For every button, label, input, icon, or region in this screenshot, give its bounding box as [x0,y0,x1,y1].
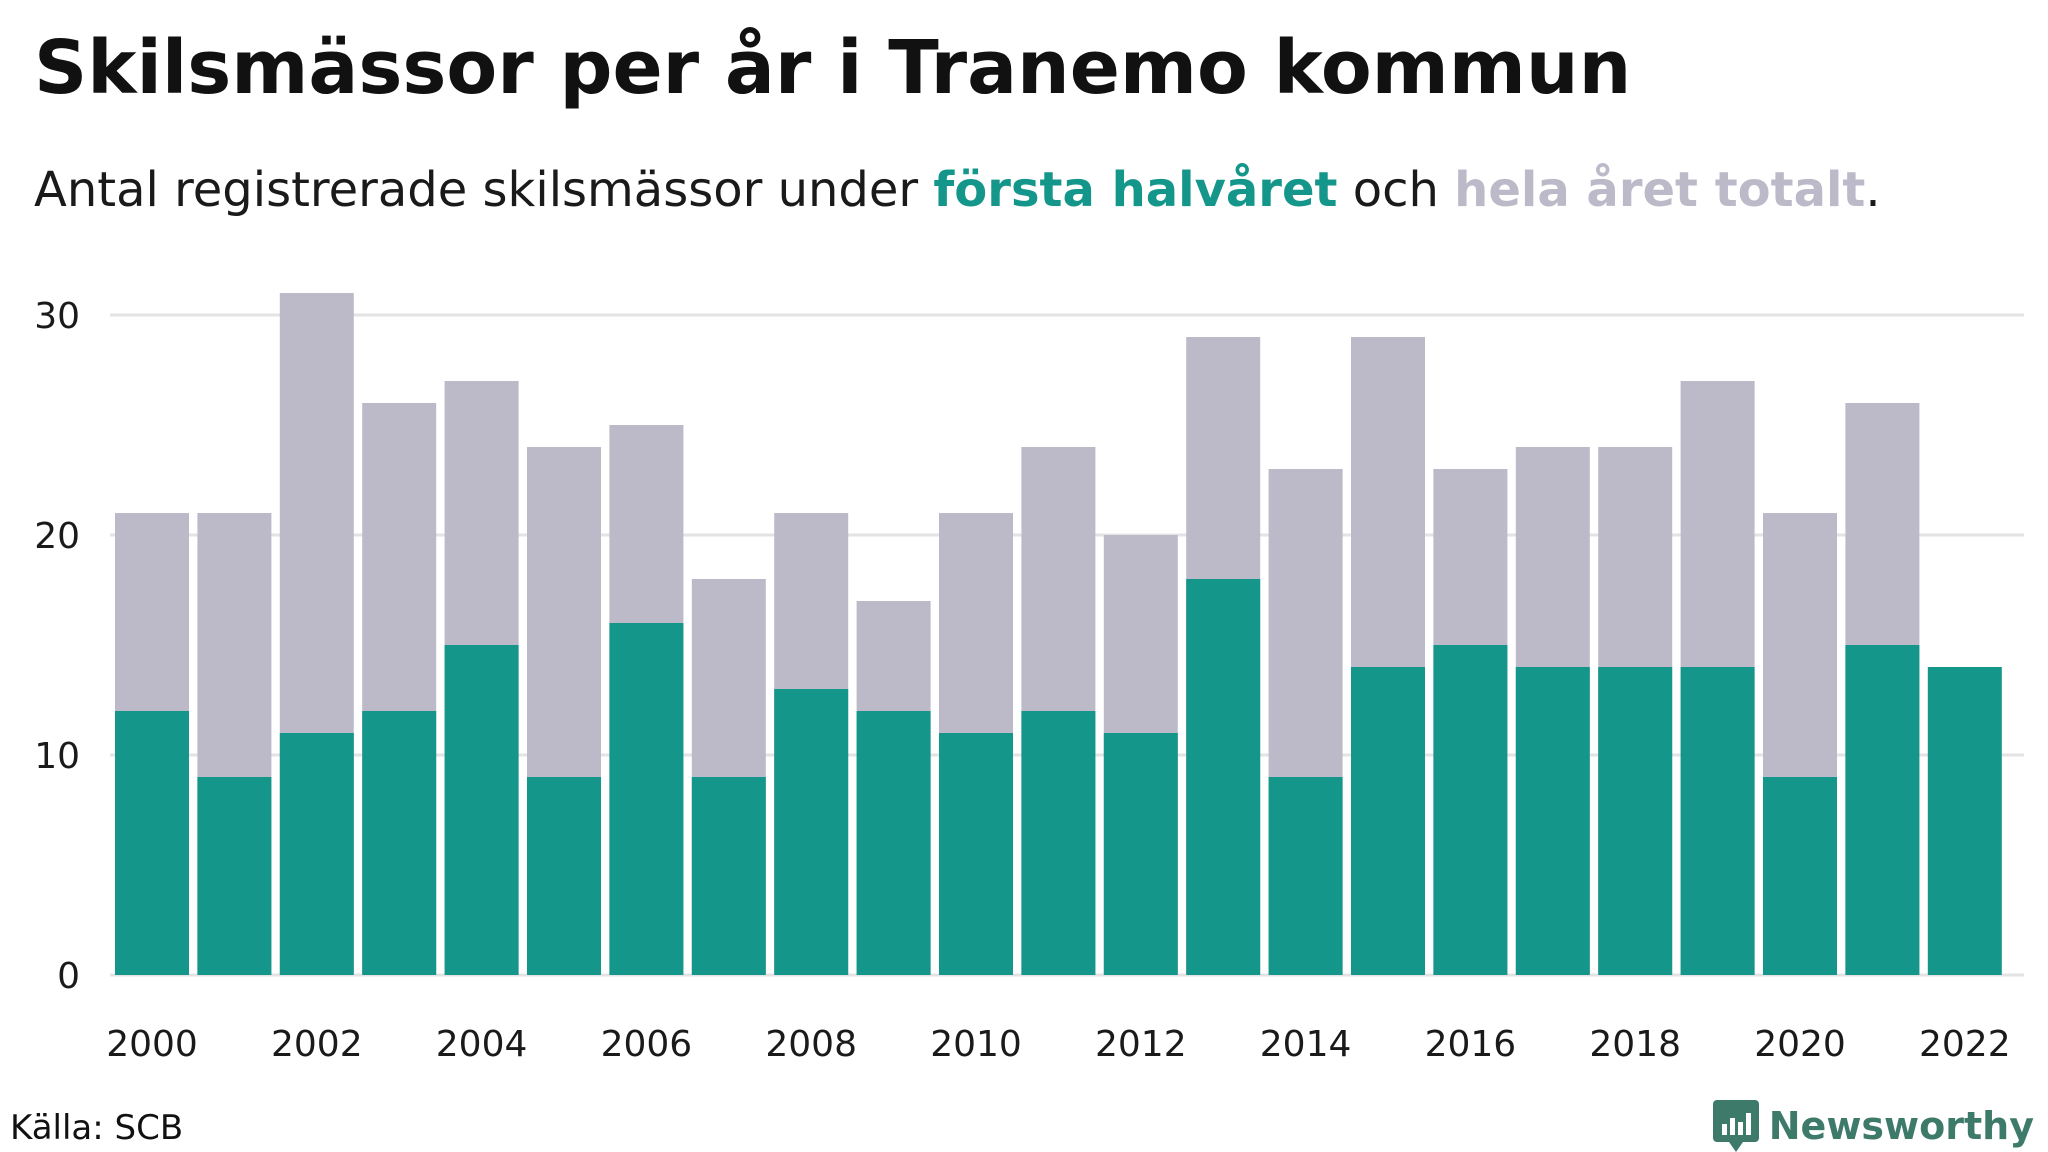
newsworthy-logo: Newsworthy [1712,1100,2034,1152]
bar-first-half-2001 [197,777,272,975]
logo-text: Newsworthy [1768,1104,2034,1148]
bar-first-half-2000 [115,711,189,975]
subtitle-prefix: Antal registrerade skilsmässor under [34,162,934,218]
x-tick-label-2018: 2018 [1589,1024,1681,1065]
x-tick-label-2002: 2002 [271,1024,363,1065]
bar-first-half-2020 [1763,777,1837,975]
bar-first-half-2018 [1598,667,1673,975]
bar-first-half-2008 [774,689,849,975]
bar-first-half-2007 [691,777,766,975]
x-tick-label-2004: 2004 [436,1024,528,1065]
bar-first-half-2019 [1680,667,1755,975]
y-axis-labels: 0 10 20 30 [34,296,80,997]
subtitle-middle: och [1337,162,1455,218]
bar-first-half-2003 [362,711,437,975]
x-tick-label-2022: 2022 [1919,1024,2011,1065]
x-tick-label-2016: 2016 [1425,1024,1517,1065]
y-tick-label-30: 30 [34,296,80,337]
y-tick-label-20: 20 [34,516,80,557]
bar-first-half-2013 [1186,579,1261,975]
bar-first-half-2021 [1845,645,1920,975]
y-tick-label-10: 10 [34,736,80,777]
bar-first-half-2012 [1103,733,1178,975]
x-tick-label-2014: 2014 [1260,1024,1352,1065]
bar-first-half-2017 [1515,667,1590,975]
bar-first-half-2014 [1268,777,1343,975]
bar-first-half-2015 [1351,667,1425,975]
chart-title: Skilsmässor per år i Tranemo kommun [34,25,1632,111]
bar-first-half-2010 [939,733,1013,975]
x-tick-label-2008: 2008 [765,1024,857,1065]
bar-first-half-2011 [1021,711,1096,975]
bar-first-half-2004 [444,645,519,975]
x-tick-label-2000: 2000 [106,1024,198,1065]
legend-total: hela året totalt [1454,162,1866,218]
x-tick-label-2012: 2012 [1095,1024,1187,1065]
x-tick-label-2006: 2006 [601,1024,693,1065]
bar-first-half-2016 [1433,645,1508,975]
bar-first-half-2006 [609,623,684,975]
x-tick-label-2010: 2010 [930,1024,1022,1065]
chart-subtitle: Antal registrerade skilsmässor under för… [34,150,1881,230]
bars-first-half [115,579,2002,975]
legend-first-half: första halvåret [933,162,1338,218]
bar-first-half-2005 [527,777,601,975]
x-tick-label-2020: 2020 [1754,1024,1846,1065]
subtitle-suffix: . [1865,162,1881,218]
bar-first-half-2022 [1927,667,2002,975]
bar-first-half-2009 [856,711,931,975]
bar-first-half-2002 [279,733,354,975]
bar-chart-icon [1712,1100,1759,1152]
source-note: Källa: SCB [10,1108,184,1148]
x-axis-labels: 2000 2002 2004 2006 2008 2010 2012 2014 2016 2018… [106,1024,2010,1065]
y-tick-label-0: 0 [57,956,80,997]
